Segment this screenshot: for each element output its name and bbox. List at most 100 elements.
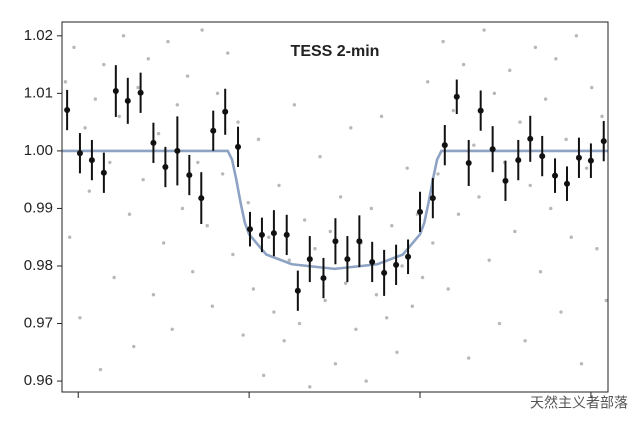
raw-point: [166, 39, 170, 44]
binned-point: [235, 143, 242, 150]
raw-point: [318, 154, 322, 159]
raw-point: [410, 304, 415, 308]
raw-point: [191, 270, 195, 274]
raw-point: [170, 327, 174, 331]
raw-point: [185, 74, 190, 78]
binned-point: [222, 108, 229, 115]
raw-point: [600, 114, 604, 119]
raw-point: [226, 51, 230, 55]
raw-point: [604, 298, 608, 303]
raw-point: [175, 103, 180, 107]
raw-point: [451, 108, 456, 113]
raw-point: [121, 34, 126, 38]
binned-point: [575, 154, 582, 161]
binned-point: [64, 107, 71, 114]
plot-frame: [61, 21, 609, 393]
binned-point: [477, 107, 484, 114]
raw-point: [205, 224, 209, 228]
binned-point: [381, 269, 388, 276]
raw-point: [523, 339, 527, 343]
raw-point: [313, 247, 317, 251]
raw-point: [400, 264, 404, 268]
raw-point: [151, 293, 156, 297]
raw-point: [241, 333, 245, 337]
raw-point: [236, 120, 240, 124]
raw-point: [431, 241, 435, 245]
raw-point: [328, 229, 333, 234]
binned-point: [283, 231, 290, 238]
raw-point: [492, 91, 497, 96]
raw-point: [108, 160, 112, 165]
raw-point: [379, 114, 384, 119]
chart-title: TESS 2-min: [291, 43, 380, 60]
binned-point: [258, 231, 265, 238]
raw-point: [543, 97, 548, 101]
raw-point: [554, 57, 558, 61]
binned-point: [417, 208, 424, 215]
raw-point: [364, 379, 368, 383]
raw-point: [384, 316, 389, 320]
raw-point: [72, 45, 76, 50]
raw-point: [569, 235, 573, 239]
raw-point: [180, 206, 185, 211]
binned-point: [552, 172, 559, 179]
raw-point: [426, 80, 430, 84]
raw-point: [112, 275, 116, 280]
raw-point: [590, 85, 594, 90]
raw-point: [441, 39, 445, 44]
binned-point: [369, 258, 376, 265]
raw-point: [564, 137, 568, 142]
binned-point: [515, 157, 522, 164]
raw-point: [420, 275, 425, 280]
raw-point: [508, 68, 512, 73]
raw-point: [369, 206, 374, 211]
raw-point: [292, 103, 297, 107]
raw-point: [482, 28, 486, 32]
raw-point: [446, 287, 450, 291]
raw-point: [277, 183, 281, 188]
binned-point: [527, 135, 534, 142]
raw-point: [132, 344, 136, 349]
y-tick-label: 1.02: [24, 27, 53, 44]
binned-point: [344, 256, 351, 263]
binned-point: [100, 169, 107, 176]
binned-point: [429, 195, 436, 202]
raw-point: [287, 258, 291, 262]
raw-point: [256, 137, 261, 142]
binned-point: [150, 139, 157, 146]
raw-point: [200, 28, 204, 32]
raw-point: [436, 172, 440, 176]
raw-point: [117, 114, 121, 119]
binned-point: [88, 157, 95, 164]
raw-point: [497, 321, 502, 326]
raw-point: [333, 362, 338, 366]
raw-point: [467, 356, 471, 360]
raw-point: [196, 160, 200, 165]
binned-point: [332, 238, 339, 245]
binned-point: [174, 147, 181, 154]
raw-point: [579, 362, 584, 366]
binned-point: [320, 275, 327, 282]
raw-point: [559, 310, 563, 314]
raw-point: [513, 229, 517, 234]
binned-point: [600, 138, 607, 145]
binned-point: [465, 159, 472, 166]
binned-point: [393, 261, 400, 268]
raw-point: [215, 91, 220, 96]
raw-point: [78, 316, 82, 320]
watermark: 天然主义者部落: [530, 395, 628, 411]
raw-point: [83, 126, 87, 130]
raw-point: [390, 224, 394, 228]
raw-point: [251, 287, 256, 291]
binned-point: [124, 97, 131, 104]
raw-point: [456, 212, 461, 216]
raw-point: [472, 143, 476, 147]
raw-point: [487, 258, 491, 262]
binned-point: [587, 157, 594, 164]
raw-point: [538, 270, 543, 274]
raw-point: [136, 85, 140, 90]
raw-point: [146, 57, 151, 61]
raw-point: [461, 62, 466, 67]
raw-point: [156, 131, 161, 136]
